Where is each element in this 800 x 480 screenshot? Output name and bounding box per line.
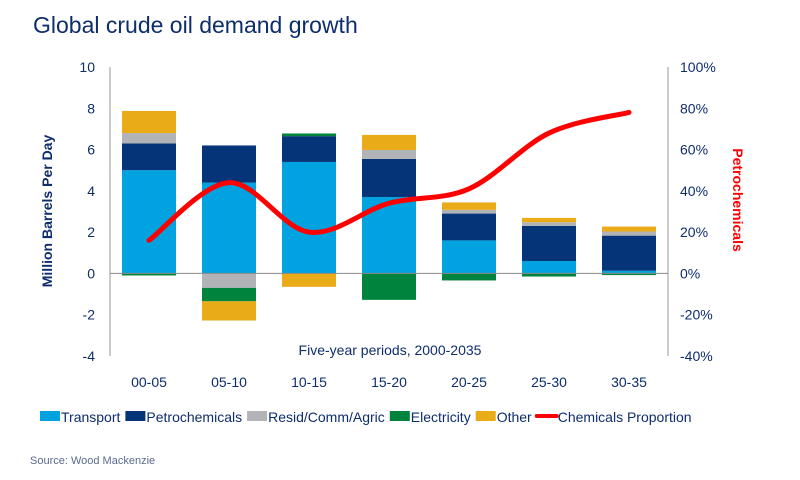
- y2-tick-label: -20%: [680, 307, 713, 323]
- y-tick-label: -2: [83, 307, 96, 323]
- bar-segment-petrochemicals: [282, 136, 336, 162]
- legend-swatch: [389, 411, 410, 421]
- bar-segment-transport: [442, 240, 496, 274]
- y-tick-label: 2: [87, 224, 95, 240]
- bar-segment-resid-comm-agric: [362, 149, 416, 159]
- legend-label: Resid/Comm/Agric: [268, 409, 385, 425]
- bar-segment-electricity: [202, 287, 256, 302]
- bar-segment-other: [602, 226, 656, 232]
- x-tick-label: 30-35: [611, 374, 647, 390]
- y-tick-label: 6: [87, 142, 95, 158]
- bar-segment-resid-comm-agric: [122, 133, 176, 144]
- bar-segment-petrochemicals: [202, 145, 256, 183]
- legend-swatch: [247, 411, 268, 421]
- legend-label: Chemicals Proportion: [558, 409, 692, 425]
- legend-label: Petrochemicals: [146, 409, 242, 425]
- legend-swatch: [125, 411, 146, 421]
- bar-segment-petrochemicals: [362, 158, 416, 198]
- chart-title: Global crude oil demand growth: [33, 12, 358, 38]
- y-tick-label: 0: [87, 265, 95, 281]
- y2-tick-label: 0%: [680, 265, 700, 281]
- y2-axis-label: Petrochemicals: [730, 148, 746, 252]
- bar-segment-electricity: [522, 273, 576, 277]
- legend-label: Transport: [61, 409, 121, 425]
- bar-segment-resid-comm-agric: [442, 209, 496, 214]
- bar-segment-transport: [522, 261, 576, 274]
- bar-segment-petrochemicals: [442, 213, 496, 241]
- y-tick-label: 4: [87, 183, 95, 199]
- bar-segment-resid-comm-agric: [202, 273, 256, 288]
- legend-swatch: [475, 411, 496, 421]
- x-tick-label: 25-30: [531, 374, 567, 390]
- bar-segment-electricity: [362, 273, 416, 300]
- x-tick-label: 20-25: [451, 374, 487, 390]
- bar-segment-transport: [202, 182, 256, 274]
- bar-segment-other: [282, 273, 336, 287]
- bar-segment-other: [522, 217, 576, 223]
- x-tick-label: 05-10: [211, 374, 247, 390]
- y2-tick-label: -40%: [680, 348, 713, 364]
- y-tick-label: 10: [79, 59, 95, 75]
- y-tick-label: -4: [83, 348, 96, 364]
- legend-label: Electricity: [411, 409, 471, 425]
- y2-tick-label: 40%: [680, 183, 708, 199]
- source-note: Source: Wood Mackenzie: [30, 455, 156, 467]
- legend-label: Other: [497, 409, 532, 425]
- y2-tick-label: 80%: [680, 100, 708, 116]
- legend-swatch: [40, 411, 60, 421]
- y2-tick-label: 100%: [680, 59, 716, 75]
- bar-segment-other: [122, 110, 176, 134]
- y-tick-label: 8: [87, 100, 95, 116]
- chemicals-proportion-line: [146, 109, 632, 243]
- bar-segment-electricity: [282, 133, 336, 137]
- bar-segment-electricity: [122, 273, 176, 276]
- bar-segment-electricity: [602, 273, 656, 276]
- x-tick-label: 15-20: [371, 374, 407, 390]
- bar-segment-resid-comm-agric: [522, 222, 576, 226]
- bar-segment-other: [442, 202, 496, 210]
- y-axis-label: Million Barrels Per Day: [39, 135, 55, 288]
- bar-segment-other: [362, 134, 416, 150]
- bar-segment-petrochemicals: [122, 143, 176, 171]
- x-tick-label: 10-15: [291, 374, 327, 390]
- bar-segment-other: [202, 301, 256, 321]
- x-axis-label: Five-year periods, 2000-2035: [299, 342, 482, 358]
- bar-segment-transport: [602, 270, 656, 274]
- bar-segment-electricity: [442, 273, 496, 281]
- x-tick-label: 00-05: [131, 374, 167, 390]
- y2-tick-label: 60%: [680, 142, 708, 158]
- bar-segment-petrochemicals: [522, 225, 576, 262]
- bar-segment-petrochemicals: [602, 235, 656, 271]
- y2-tick-label: 20%: [680, 224, 708, 240]
- bar-segment-resid-comm-agric: [602, 231, 656, 236]
- bar-segment-transport: [282, 161, 336, 274]
